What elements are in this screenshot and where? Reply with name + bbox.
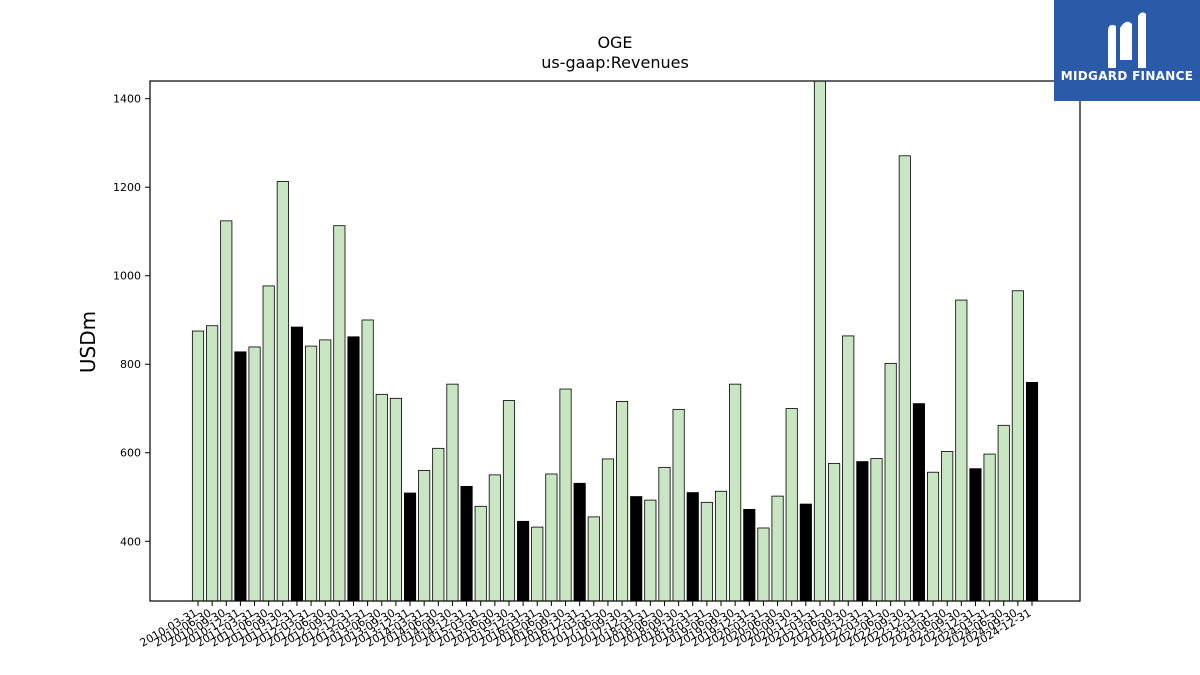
bar-2024-12-31 [1025,381,1039,602]
y-tick-label-1000: 1000 [113,270,141,283]
y-tick-label-1400: 1400 [113,93,141,106]
bar-2011-12-31 [290,326,304,602]
bar-2017-12-31 [630,496,643,602]
bar-2021-03-31 [813,80,827,602]
bar-2015-03-31 [474,505,487,602]
bar-2020-06-30 [771,495,784,602]
bar-2024-03-31 [983,453,996,602]
bar-2013-03-31 [361,319,374,602]
bar-2012-06-30 [319,339,332,602]
bar-2019-06-30 [714,490,728,602]
bar-2021-12-31 [856,461,869,602]
bar-2016-12-31 [573,482,586,602]
bar-2024-06-30 [997,424,1010,602]
plot-frame [149,80,1081,602]
y-tick-label-600: 600 [120,447,141,460]
bar-2020-12-31 [799,503,812,602]
bar-2023-03-31 [927,471,940,602]
bar-2020-09-30 [785,408,798,602]
bar-2019-09-30 [729,383,742,602]
bar-2012-12-31 [347,336,360,602]
bar-2013-06-30 [375,393,388,602]
bar-2014-12-31 [460,485,473,602]
chart-subtitle: us-gaap:Revenues [541,53,689,72]
bar-2018-12-31 [686,492,699,602]
midgard-m-icon [1108,12,1146,68]
bar-2014-03-31 [418,470,431,602]
y-tick-label-1200: 1200 [113,181,141,194]
midgard-finance-logo: MIDGARD FINANCE [1054,0,1200,101]
bar-2011-06-30 [262,285,275,602]
bar-2010-09-30 [220,220,233,602]
bar-2015-12-31 [517,520,530,602]
y-tick-label-800: 800 [120,358,141,371]
bar-2018-03-31 [644,499,657,602]
bar-2018-09-30 [672,408,685,602]
bar-2012-03-31 [305,345,318,602]
bar-2015-06-30 [488,474,501,602]
bar-2012-09-30 [333,225,346,602]
bar-2013-09-30 [389,397,402,602]
bar-2016-06-30 [545,473,558,602]
bar-2017-06-30 [601,458,614,602]
bar-2022-09-30 [898,155,911,602]
y-tick-label-400: 400 [120,535,141,548]
x-axis: 2010-03-312010-06-302010-09-302010-12-31… [138,601,1034,650]
y-axis-label: USDm [76,311,100,373]
bar-2016-03-31 [531,526,544,602]
bar-2019-12-31 [743,508,756,602]
bar-2016-09-30 [559,388,572,602]
bar-2011-03-31 [248,346,261,602]
bar-2021-06-30 [828,462,841,602]
bar-2023-09-30 [955,299,968,602]
logo-text: MIDGARD FINANCE [1060,69,1194,83]
bar-2010-06-30 [206,325,219,602]
chart-title: OGE [597,33,632,52]
bar-2019-03-31 [700,501,713,602]
bar-2021-09-30 [842,335,855,602]
bar-2022-06-30 [884,362,897,602]
y-axis: 400 600 800 1000 1200 1400 [113,93,150,548]
bar-2010-03-31 [191,330,205,602]
bar-2022-03-31 [870,458,883,602]
bar-2023-06-30 [941,451,954,602]
bar-2017-03-31 [587,516,600,602]
bar-2024-09-30 [1011,290,1024,602]
bar-2010-12-31 [234,351,247,602]
bar-2014-09-30 [446,383,459,602]
bar-2014-06-30 [432,447,445,602]
bar-2013-12-31 [403,492,417,602]
bar-2023-12-31 [969,468,982,602]
bar-2022-12-31 [912,403,925,602]
bar-2011-09-30 [276,181,289,602]
bar-2017-09-30 [616,401,629,602]
bar-2015-09-30 [502,400,516,602]
bars-group [191,80,1039,602]
bar-2018-06-30 [658,466,671,602]
bar-2020-03-31 [757,527,770,602]
